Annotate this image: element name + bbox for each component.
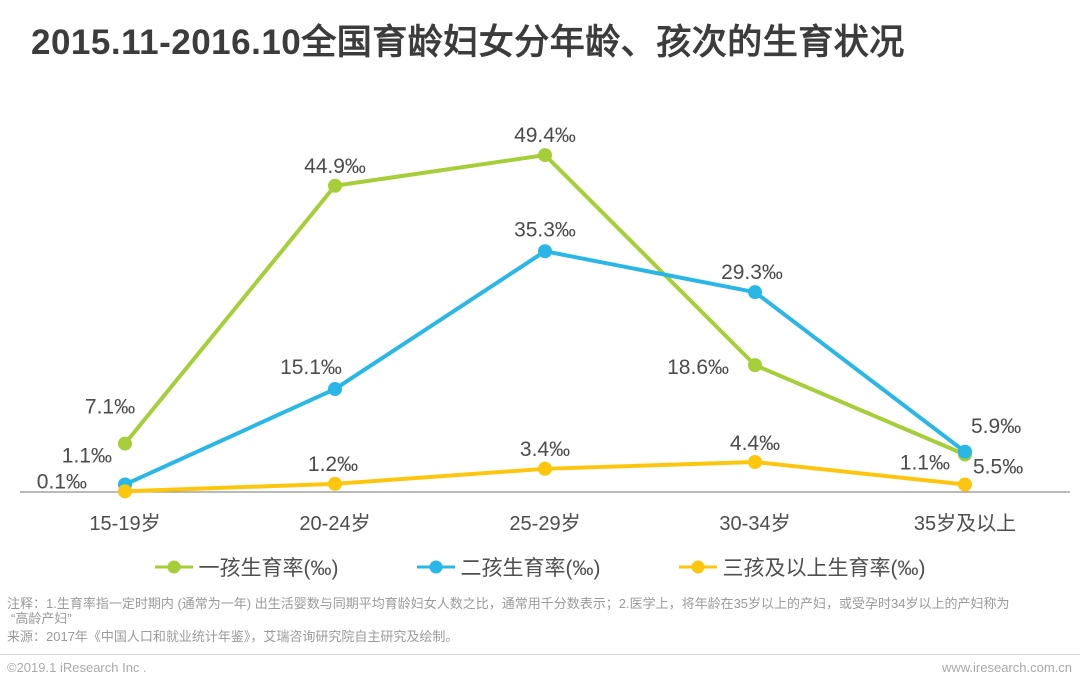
footer-bar: ©2019.1 iResearch Inc . www.iresearch.co…	[7, 660, 1072, 675]
x-axis-label: 25-29岁	[509, 512, 580, 535]
x-axis-label: 30-34岁	[719, 512, 790, 535]
data-point-first-child-rate	[328, 178, 342, 193]
legend-label: 三孩及以上生育率(‰)	[722, 557, 926, 580]
data-label-second-child-rate: 15.1‰	[280, 356, 342, 379]
data-point-first-child-rate	[118, 436, 132, 451]
data-label-third-plus-rate: 4.4‰	[730, 432, 780, 455]
footnotes: 注释：1.生育率指一定时期内 (通常为一年) 出生活婴数与同期平均育龄妇女人数之…	[7, 596, 1074, 644]
website-url: www.iresearch.com.cn	[941, 660, 1072, 675]
data-label-third-plus-rate: 0.1‰	[37, 470, 87, 493]
data-label-first-child-rate: 44.9‰	[304, 155, 366, 178]
legend-item-third-plus-rate: 三孩及以上生育率(‰)	[678, 552, 926, 582]
x-axis-label: 20-24岁	[299, 512, 370, 535]
series-line-first-child-rate	[123, 153, 967, 457]
data-label-first-child-rate: 49.4‰	[514, 124, 576, 147]
data-label-second-child-rate: 1.1‰	[62, 444, 112, 467]
data-point-first-child-rate	[748, 358, 762, 373]
x-axis-label: 15-19岁	[89, 512, 160, 535]
data-point-third-plus-rate	[538, 461, 552, 476]
legend-marker-icon	[416, 560, 455, 574]
data-point-second-child-rate	[958, 444, 972, 459]
note-line-1: 注释：1.生育率指一定时期内 (通常为一年) 出生活婴数与同期平均育龄妇女人数之…	[7, 596, 1010, 611]
legend-marker-icon	[154, 560, 193, 574]
data-point-second-child-rate	[538, 244, 552, 259]
data-label-third-plus-rate: 1.1‰	[900, 451, 950, 474]
data-label-first-child-rate: 7.1‰	[85, 396, 135, 419]
data-label-first-child-rate: 5.5‰	[973, 455, 1023, 478]
legend-item-second-child-rate: 二孩生育率(‰)	[416, 552, 601, 582]
data-label-third-plus-rate: 3.4‰	[520, 438, 570, 461]
source-line: 来源：2017年《中国人口和就业统计年鉴》，艾瑞咨询研究院自主研究及绘制。	[7, 628, 459, 644]
data-point-third-plus-rate	[328, 476, 342, 491]
chart-legend: 一孩生育率(‰) 二孩生育率(‰) 三孩及以上生育率(‰)	[0, 552, 1080, 582]
note-line-2: “高龄产妇”	[11, 611, 72, 627]
data-label-first-child-rate: 18.6‰	[667, 356, 729, 379]
data-point-third-plus-rate	[748, 454, 762, 469]
footer-divider	[0, 654, 1080, 655]
legend-marker-icon	[678, 560, 717, 574]
legend-item-first-child-rate: 一孩生育率(‰)	[154, 552, 339, 582]
data-point-second-child-rate	[748, 285, 762, 300]
data-label-second-child-rate: 29.3‰	[721, 261, 783, 284]
legend-label: 一孩生育率(‰)	[198, 557, 339, 580]
data-point-third-plus-rate	[118, 484, 132, 499]
x-axis-label: 35岁及以上	[914, 512, 1016, 535]
data-label-second-child-rate: 5.9‰	[971, 415, 1021, 438]
data-label-second-child-rate: 35.3‰	[514, 218, 576, 241]
data-point-first-child-rate	[538, 148, 552, 163]
data-point-second-child-rate	[328, 382, 342, 397]
legend-label: 二孩生育率(‰)	[460, 557, 601, 580]
data-point-third-plus-rate	[958, 477, 972, 492]
copyright-text: ©2019.1 iResearch Inc .	[7, 660, 147, 675]
chart-title: 2015.11-2016.10全国育龄妇女分年龄、孩次的生育状况	[31, 23, 905, 62]
data-label-third-plus-rate: 1.2‰	[308, 453, 358, 476]
